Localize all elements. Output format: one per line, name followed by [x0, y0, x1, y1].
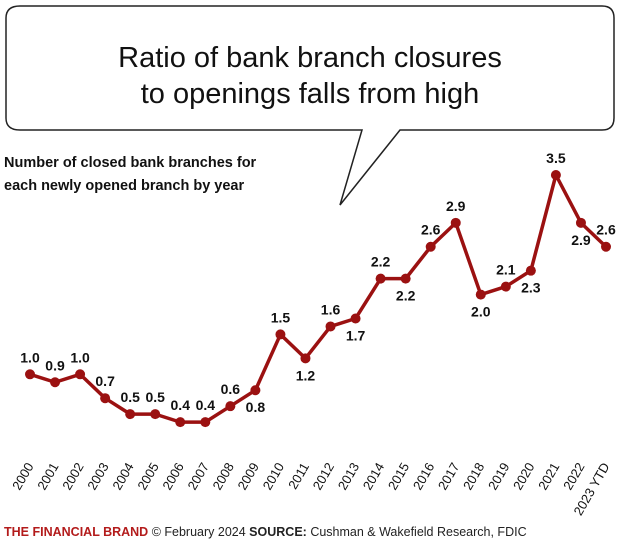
point: [200, 417, 211, 428]
point: [250, 385, 261, 396]
data-label: 2.1: [496, 262, 516, 278]
data-label: 2.6: [596, 222, 616, 238]
point: [350, 313, 361, 324]
chart-title: Ratio of bank branch closures: [118, 42, 502, 74]
data-label: 2.6: [421, 222, 441, 238]
point: [425, 241, 436, 252]
x-tick-label: 2012: [310, 460, 337, 493]
x-tick-label: 2020: [510, 460, 537, 493]
data-label: 0.4: [196, 397, 216, 413]
point: [601, 241, 611, 252]
data-label: 1.5: [271, 309, 291, 325]
point: [500, 281, 511, 292]
x-tick-label: 2002: [59, 460, 86, 493]
data-label: 0.5: [120, 389, 140, 405]
subtitle: Number of closed bank branches for: [4, 155, 257, 171]
data-label: 0.4: [171, 397, 191, 413]
x-tick-label: 2009: [235, 460, 262, 493]
x-tick-label: 2011: [285, 460, 312, 492]
x-tick-label: 2007: [184, 460, 211, 493]
point: [300, 353, 311, 364]
data-label: 2.0: [471, 304, 491, 320]
point: [225, 401, 236, 412]
footer: THE FINANCIAL BRAND © February 2024 SOUR…: [4, 525, 527, 539]
point: [175, 417, 186, 428]
data-label: 1.2: [296, 367, 316, 383]
x-tick-label: 2014: [360, 460, 387, 493]
source-label: SOURCE:: [249, 525, 307, 539]
x-tick-label: 2013: [335, 460, 362, 493]
data-label: 2.3: [521, 280, 541, 296]
point: [150, 409, 161, 420]
x-tick-label: 2000: [9, 460, 36, 493]
x-tick-label: 2015: [385, 460, 412, 493]
point: [125, 409, 136, 420]
x-tick-label: 2010: [260, 460, 287, 493]
point: [75, 369, 86, 380]
point: [325, 321, 336, 332]
data-label: 2.2: [396, 288, 416, 304]
x-tick-label: 2003: [84, 460, 111, 493]
x-tick-label: 2006: [159, 460, 186, 493]
x-tick-label: 2017: [435, 460, 462, 493]
data-label: 1.0: [70, 349, 90, 365]
point: [375, 273, 386, 284]
x-tick-label: 2019: [485, 460, 512, 493]
x-tick-label: 2001: [34, 460, 61, 493]
callout-bubble: [5, 5, 615, 206]
x-tick-label: 2005: [134, 460, 161, 493]
data-label: 0.5: [145, 389, 165, 405]
chart-title: to openings falls from high: [141, 78, 480, 110]
point: [25, 369, 35, 380]
data-label: 0.7: [95, 373, 115, 389]
data-label: 0.6: [221, 381, 241, 397]
point: [400, 273, 411, 284]
point: [100, 393, 111, 404]
x-tick-label: 2008: [209, 460, 236, 493]
data-label: 0.9: [45, 357, 65, 373]
point: [450, 217, 461, 228]
brand: THE FINANCIAL BRAND: [4, 525, 148, 539]
line: [29, 173, 608, 424]
point: [550, 170, 561, 180]
data-label: 2.9: [446, 198, 466, 214]
point: [50, 377, 61, 388]
x-tick-label: 2004: [109, 460, 136, 493]
point: [525, 265, 536, 276]
data-label: 3.5: [546, 150, 566, 166]
data-label: 0.8: [246, 399, 266, 415]
point: [575, 217, 586, 228]
data-label: 1.7: [346, 327, 366, 343]
point: [475, 289, 486, 300]
subtitle: each newly opened branch by year: [4, 178, 244, 194]
x-tick-label: 2018: [460, 460, 487, 493]
point: [275, 329, 286, 340]
x-tick-label: 2016: [410, 460, 437, 493]
source: Cushman & Wakefield Research, FDIC: [310, 525, 526, 539]
date: © February 2024: [152, 525, 246, 539]
x-tick-label: 2021: [535, 460, 562, 493]
data-label: 2.9: [571, 232, 591, 248]
data-label: 1.0: [20, 349, 40, 365]
data-label: 1.6: [321, 301, 341, 317]
data-label: 2.2: [371, 254, 391, 270]
